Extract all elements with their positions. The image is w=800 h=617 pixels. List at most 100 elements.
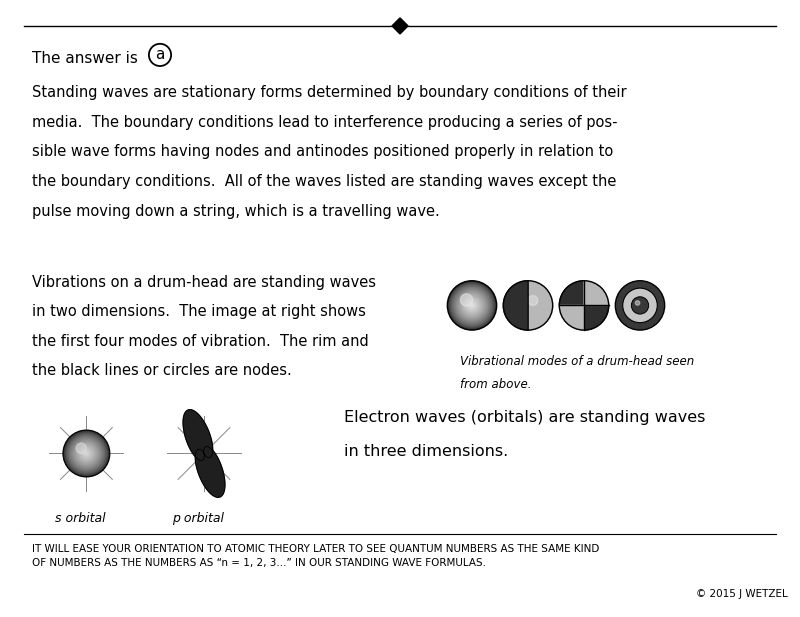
Ellipse shape — [471, 305, 473, 306]
Text: sible wave forms having nodes and antinodes positioned properly in relation to: sible wave forms having nodes and antino… — [32, 144, 614, 159]
Polygon shape — [503, 281, 528, 330]
Ellipse shape — [76, 443, 86, 453]
Text: in two dimensions.  The image at right shows: in two dimensions. The image at right sh… — [32, 304, 366, 319]
Ellipse shape — [454, 287, 490, 324]
Polygon shape — [559, 305, 584, 330]
Text: the black lines or circles are nodes.: the black lines or circles are nodes. — [32, 363, 292, 378]
Ellipse shape — [78, 446, 94, 461]
Ellipse shape — [448, 282, 496, 329]
Text: s orbital: s orbital — [54, 512, 106, 525]
Ellipse shape — [79, 447, 94, 460]
Ellipse shape — [76, 443, 97, 464]
Ellipse shape — [468, 302, 476, 309]
Text: IT WILL EASE YOUR ORIENTATION TO ATOMIC THEORY LATER TO SEE QUANTUM NUMBERS AS T: IT WILL EASE YOUR ORIENTATION TO ATOMIC … — [32, 544, 599, 554]
Ellipse shape — [455, 289, 489, 322]
Ellipse shape — [457, 291, 487, 320]
Ellipse shape — [462, 296, 482, 315]
Ellipse shape — [70, 436, 103, 471]
Text: Vibrational modes of a drum-head seen: Vibrational modes of a drum-head seen — [460, 355, 694, 368]
Text: media.  The boundary conditions lead to interference producing a series of pos-: media. The boundary conditions lead to i… — [32, 115, 618, 130]
Ellipse shape — [461, 294, 483, 317]
Ellipse shape — [78, 445, 95, 462]
Ellipse shape — [68, 435, 105, 472]
Ellipse shape — [85, 452, 88, 455]
Ellipse shape — [447, 281, 497, 330]
Ellipse shape — [463, 297, 481, 314]
Ellipse shape — [66, 433, 107, 474]
Ellipse shape — [81, 448, 92, 459]
Ellipse shape — [454, 288, 490, 323]
Ellipse shape — [82, 449, 91, 458]
Ellipse shape — [470, 304, 474, 307]
Ellipse shape — [470, 304, 474, 307]
Text: Electron waves (orbitals) are standing waves: Electron waves (orbitals) are standing w… — [344, 410, 706, 425]
Ellipse shape — [450, 284, 494, 327]
Ellipse shape — [456, 289, 488, 321]
Ellipse shape — [466, 299, 478, 312]
Ellipse shape — [465, 299, 479, 312]
Ellipse shape — [78, 445, 94, 462]
Ellipse shape — [470, 303, 474, 308]
Ellipse shape — [458, 292, 486, 319]
Ellipse shape — [456, 289, 488, 321]
Ellipse shape — [631, 297, 649, 314]
Ellipse shape — [74, 441, 98, 466]
Ellipse shape — [458, 292, 486, 319]
Ellipse shape — [74, 442, 98, 465]
Ellipse shape — [454, 287, 490, 324]
Polygon shape — [584, 281, 609, 305]
Ellipse shape — [460, 294, 484, 317]
Text: OF NUMBERS AS THE NUMBERS AS “n = 1, 2, 3...” IN OUR STANDING WAVE FORMULAS.: OF NUMBERS AS THE NUMBERS AS “n = 1, 2, … — [32, 558, 486, 568]
Polygon shape — [528, 281, 553, 330]
Ellipse shape — [457, 290, 487, 321]
Text: Standing waves are stationary forms determined by boundary conditions of their: Standing waves are stationary forms dete… — [32, 85, 626, 100]
Ellipse shape — [450, 283, 494, 328]
Ellipse shape — [72, 439, 101, 468]
Text: from above.: from above. — [460, 378, 531, 391]
Ellipse shape — [464, 297, 480, 314]
Ellipse shape — [460, 293, 484, 318]
Ellipse shape — [467, 301, 477, 310]
Polygon shape — [392, 18, 408, 34]
Ellipse shape — [452, 285, 492, 326]
Ellipse shape — [82, 449, 90, 458]
Ellipse shape — [63, 430, 110, 477]
Ellipse shape — [461, 294, 483, 317]
Ellipse shape — [63, 431, 110, 476]
Text: the first four modes of vibration.  The rim and: the first four modes of vibration. The r… — [32, 334, 369, 349]
Ellipse shape — [83, 450, 90, 457]
Ellipse shape — [86, 453, 87, 454]
Ellipse shape — [83, 450, 90, 457]
Ellipse shape — [66, 433, 107, 474]
Ellipse shape — [528, 296, 538, 305]
Polygon shape — [195, 447, 225, 497]
Ellipse shape — [466, 300, 478, 311]
Ellipse shape — [450, 284, 494, 326]
Ellipse shape — [77, 444, 96, 463]
Ellipse shape — [466, 299, 478, 312]
Ellipse shape — [70, 437, 102, 470]
Text: the boundary conditions.  All of the waves listed are standing waves except the: the boundary conditions. All of the wave… — [32, 174, 616, 189]
Ellipse shape — [469, 302, 475, 309]
Ellipse shape — [459, 292, 485, 318]
Ellipse shape — [73, 440, 100, 467]
Ellipse shape — [448, 281, 496, 329]
Polygon shape — [183, 410, 213, 460]
Ellipse shape — [72, 439, 101, 468]
Ellipse shape — [622, 288, 658, 323]
Ellipse shape — [80, 447, 93, 460]
Ellipse shape — [75, 442, 98, 465]
Ellipse shape — [65, 432, 108, 475]
Ellipse shape — [84, 451, 89, 456]
Ellipse shape — [81, 448, 92, 459]
Text: p orbital: p orbital — [173, 512, 224, 525]
Ellipse shape — [86, 452, 87, 455]
Ellipse shape — [453, 286, 491, 325]
Ellipse shape — [458, 291, 486, 320]
Ellipse shape — [69, 436, 104, 471]
Ellipse shape — [64, 431, 109, 476]
Ellipse shape — [450, 283, 494, 328]
Ellipse shape — [451, 284, 493, 326]
Ellipse shape — [452, 286, 492, 325]
Text: Vibrations on a drum-head are standing waves: Vibrations on a drum-head are standing w… — [32, 275, 376, 289]
